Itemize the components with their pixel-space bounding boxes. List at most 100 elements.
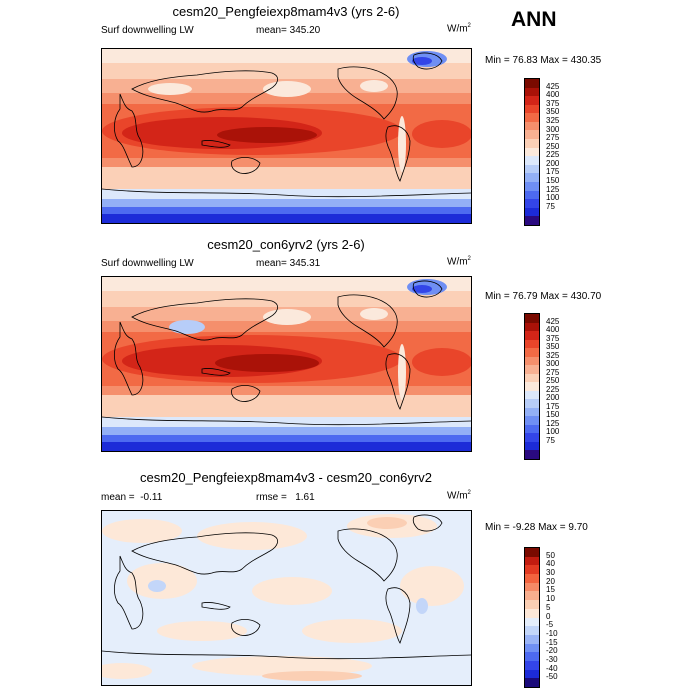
colorbar-tick-label: 275 bbox=[546, 133, 560, 143]
colorbar-tick-label: -5 bbox=[546, 620, 554, 630]
colorbar-cell bbox=[525, 565, 539, 575]
colorbar-tick-label: 300 bbox=[546, 359, 560, 369]
colorbar-tick-label: 275 bbox=[546, 367, 560, 377]
colorbar-tick-label: 225 bbox=[546, 150, 560, 160]
panel1-units: W/m2 bbox=[447, 23, 471, 35]
colorbar-cell bbox=[525, 139, 539, 148]
colorbar-cell bbox=[525, 678, 539, 687]
colorbar-tick-label: 300 bbox=[546, 124, 560, 134]
colorbar-cell bbox=[525, 121, 539, 131]
colorbar-cell bbox=[525, 652, 539, 661]
panel3-title: cesm20_Pengfeiexp8mam4v3 - cesm20_con6yr… bbox=[140, 470, 432, 485]
colorbar-cell bbox=[525, 424, 539, 434]
colorbar-cell bbox=[525, 207, 539, 217]
panel1-minmax: Min = 76.83 Max = 430.35 bbox=[485, 55, 602, 66]
colorbar-tick-label: 425 bbox=[546, 81, 560, 91]
colorbar-cell bbox=[525, 190, 539, 200]
colorbar-tick-label: 150 bbox=[546, 176, 560, 186]
panel2-units: W/m2 bbox=[447, 256, 471, 268]
colorbar-tick-label: 175 bbox=[546, 401, 560, 411]
colorbar-cell bbox=[525, 450, 539, 459]
colorbar-cell bbox=[525, 164, 539, 174]
colorbar-tick-label: 40 bbox=[546, 559, 555, 569]
colorbar-cell bbox=[525, 669, 539, 679]
colorbar-cell bbox=[525, 348, 539, 357]
colorbar-cell bbox=[525, 382, 539, 391]
colorbar-tick-label: -15 bbox=[546, 637, 558, 647]
panel3-units: W/m2 bbox=[447, 490, 471, 502]
colorbar-cell bbox=[525, 356, 539, 366]
panel1-variable: Surf downwelling LW bbox=[101, 25, 194, 36]
colorbar-tick-label: -30 bbox=[546, 654, 558, 664]
colorbar-tick-label: 325 bbox=[546, 115, 560, 125]
colorbar-cell bbox=[525, 556, 539, 566]
colorbar-tick-label: 400 bbox=[546, 325, 560, 335]
colorbar-cell bbox=[525, 399, 539, 408]
colorbar-tick-label: 350 bbox=[546, 342, 560, 352]
colorbar-cell bbox=[525, 181, 539, 191]
colorbar-tick-label: 425 bbox=[546, 316, 560, 326]
colorbar-cell bbox=[525, 416, 539, 425]
colorbar-cell bbox=[525, 433, 539, 442]
panel3-mean: mean = -0.11 bbox=[101, 492, 163, 503]
colorbar-tick-label: 30 bbox=[546, 568, 555, 578]
colorbar-cell bbox=[525, 390, 539, 400]
colorbar-tick-label: 200 bbox=[546, 393, 560, 403]
colorbar-tick-label: 125 bbox=[546, 184, 560, 194]
colorbar-cell bbox=[525, 634, 539, 644]
colorbar-tick-label: 375 bbox=[546, 333, 560, 343]
colorbar-tick-label: -20 bbox=[546, 646, 558, 656]
colorbar-cell bbox=[525, 574, 539, 583]
colorbar-cell bbox=[525, 582, 539, 592]
colorbar-tick-label: 350 bbox=[546, 107, 560, 117]
colorbar-cell bbox=[525, 626, 539, 635]
colorbar-tick-label: 250 bbox=[546, 376, 560, 386]
colorbar-cell bbox=[525, 407, 539, 417]
colorbar-tick-label: 325 bbox=[546, 350, 560, 360]
colorbar-tick-label: -50 bbox=[546, 672, 558, 682]
colorbar-cell bbox=[525, 314, 539, 323]
colorbar-cell bbox=[525, 591, 539, 601]
panel2-minmax: Min = 76.79 Max = 430.70 bbox=[485, 291, 602, 302]
colorbar-cell bbox=[525, 156, 539, 165]
colorbar-tick-label: 10 bbox=[546, 594, 555, 604]
colorbar-cell bbox=[525, 548, 539, 557]
panel3-map bbox=[101, 510, 472, 686]
colorbar-cell bbox=[525, 617, 539, 627]
colorbar-tick-label: 125 bbox=[546, 418, 560, 428]
colorbar-cell bbox=[525, 365, 539, 374]
colorbar-tick-label: 250 bbox=[546, 141, 560, 151]
panel2-map-svg bbox=[102, 277, 471, 451]
colorbar-tick-label: 400 bbox=[546, 90, 560, 100]
colorbar-cell bbox=[525, 130, 539, 140]
panel1-colorbar bbox=[524, 78, 540, 226]
colorbar-cell bbox=[525, 322, 539, 332]
panel3-rmse: rmse = 1.61 bbox=[256, 492, 315, 503]
colorbar-cell bbox=[525, 199, 539, 208]
season-label: ANN bbox=[511, 8, 557, 31]
colorbar-tick-label: 75 bbox=[546, 201, 555, 211]
colorbar-tick-label: 100 bbox=[546, 193, 560, 203]
colorbar-cell bbox=[525, 113, 539, 122]
panel2-map bbox=[101, 276, 472, 452]
colorbar-tick-label: -40 bbox=[546, 663, 558, 673]
colorbar-cell bbox=[525, 339, 539, 349]
colorbar-cell bbox=[525, 96, 539, 105]
panel1-title: cesm20_Pengfeiexp8mam4v3 (yrs 2-6) bbox=[172, 4, 400, 19]
colorbar-tick-label: 75 bbox=[546, 435, 555, 445]
colorbar-cell bbox=[525, 373, 539, 383]
colorbar-cell bbox=[525, 600, 539, 609]
panel2-variable: Surf downwelling LW bbox=[101, 258, 194, 269]
colorbar-cell bbox=[525, 147, 539, 157]
colorbar-cell bbox=[525, 441, 539, 451]
panel2-mean: mean= 345.31 bbox=[256, 258, 321, 269]
panel3-colorbar bbox=[524, 547, 540, 688]
colorbar-tick-label: 175 bbox=[546, 167, 560, 177]
colorbar-cell bbox=[525, 216, 539, 225]
colorbar-cell bbox=[525, 608, 539, 618]
colorbar-tick-label: 0 bbox=[546, 611, 551, 621]
colorbar-cell bbox=[525, 643, 539, 653]
panel1-map bbox=[101, 48, 472, 224]
colorbar-tick-label: -10 bbox=[546, 628, 558, 638]
